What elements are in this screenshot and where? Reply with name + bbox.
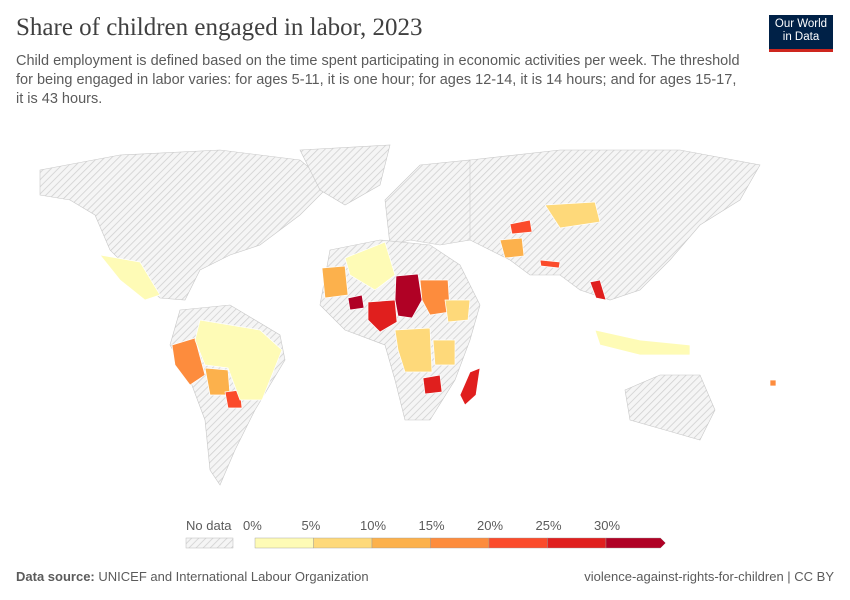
country-dr-congo[interactable] [394, 327, 433, 373]
legend-bin[interactable] [254, 537, 314, 549]
logo-line2: in Data [782, 31, 820, 43]
north-america [39, 149, 331, 301]
legend-bin[interactable] [430, 537, 490, 549]
country-nigeria[interactable] [367, 299, 398, 333]
country-madagascar[interactable] [459, 367, 481, 406]
footer-license[interactable]: violence-against-rights-for-children | C… [584, 569, 834, 584]
legend-bin[interactable] [605, 537, 666, 549]
legend-tick-label: 25% [536, 518, 562, 533]
chart-title: Share of children engaged in labor, 2023 [16, 14, 423, 41]
europe [384, 159, 481, 246]
country-burkina-faso[interactable] [347, 294, 365, 311]
country-algeria[interactable] [344, 241, 396, 291]
country-nepal[interactable] [539, 259, 561, 269]
legend-bin[interactable] [488, 537, 548, 549]
legend-bin[interactable] [547, 537, 607, 549]
country-tanzania[interactable] [432, 339, 456, 366]
legend-bin[interactable] [371, 537, 431, 549]
legend-tick-label: 10% [360, 518, 386, 533]
footer-source: Data source: UNICEF and International La… [16, 569, 369, 584]
legend-tick-label: 0% [243, 518, 262, 533]
country-afghanistan[interactable] [499, 237, 525, 259]
legend-tick-label: 20% [477, 518, 503, 533]
country-brazil[interactable] [194, 319, 283, 401]
country-indonesia[interactable] [594, 329, 691, 356]
australia [624, 374, 716, 441]
country-kyrgyzstan[interactable] [509, 219, 533, 235]
country-mexico[interactable] [99, 254, 161, 301]
legend-tick-label: 15% [419, 518, 445, 533]
country-ethiopia[interactable] [444, 299, 471, 323]
country-vanuatu[interactable] [769, 379, 777, 387]
legend-bin[interactable] [313, 537, 373, 549]
source-text: UNICEF and International Labour Organiza… [98, 569, 369, 584]
owid-logo[interactable]: Our World in Data [769, 15, 833, 52]
country-peru[interactable] [171, 337, 206, 386]
logo-line1: Our World [774, 18, 828, 30]
greenland [299, 144, 391, 206]
country-sudan[interactable] [419, 279, 451, 316]
legend-no-data-label: No data [186, 518, 232, 533]
legend-tick-label: 5% [302, 518, 321, 533]
country-laos[interactable] [589, 279, 607, 301]
legend-no-data-swatch [185, 537, 234, 549]
legend: No data 0% 5% 10% 15% 20% 25% 30% [185, 518, 666, 549]
world-map [39, 144, 777, 486]
source-label: Data source: [16, 569, 95, 584]
country-mauritania[interactable] [321, 265, 349, 299]
country-zimbabwe[interactable] [422, 374, 443, 395]
country-mongolia[interactable] [544, 201, 601, 229]
legend-tick-label: 30% [594, 518, 620, 533]
chart-subtitle: Child employment is defined based on the… [16, 53, 740, 107]
